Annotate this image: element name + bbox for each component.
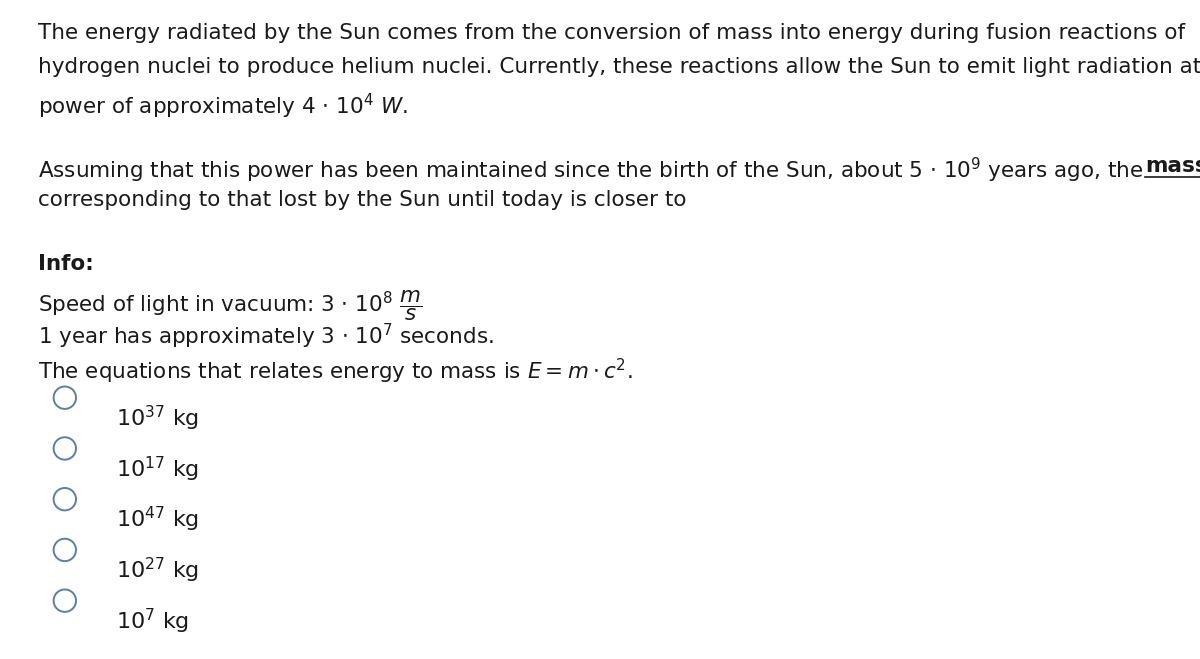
Text: Info:: Info: — [38, 254, 94, 273]
Text: mass: mass — [1145, 156, 1200, 175]
Text: corresponding to that lost by the Sun until today is closer to: corresponding to that lost by the Sun un… — [38, 190, 686, 210]
Text: The equations that relates energy to mass is $E = m \cdot c^{2}$.: The equations that relates energy to mas… — [38, 357, 634, 386]
Text: The energy radiated by the Sun comes from the conversion of mass into energy dur: The energy radiated by the Sun comes fro… — [38, 23, 1186, 43]
Text: hydrogen nuclei to produce helium nuclei. Currently, these reactions allow the S: hydrogen nuclei to produce helium nuclei… — [38, 57, 1200, 77]
Text: 1 year has approximately 3 $\cdot$ 10$^{7}$ seconds.: 1 year has approximately 3 $\cdot$ 10$^{… — [38, 322, 494, 351]
Text: Assuming that this power has been maintained since the birth of the Sun, about 5: Assuming that this power has been mainta… — [38, 156, 1145, 185]
Text: power of approximately 4 $\cdot$ 10$^{4}$ $\mathit{W}$.: power of approximately 4 $\cdot$ 10$^{4}… — [38, 92, 408, 121]
Text: 10$^{37}$ kg: 10$^{37}$ kg — [116, 404, 199, 433]
Text: 10$^{7}$ kg: 10$^{7}$ kg — [116, 607, 190, 636]
Text: 10$^{27}$ kg: 10$^{27}$ kg — [116, 556, 199, 585]
Text: 10$^{17}$ kg: 10$^{17}$ kg — [116, 455, 199, 484]
Text: Assuming that this power has been maintained since the birth of the Sun, about 5: Assuming that this power has been mainta… — [38, 156, 1145, 185]
Text: Speed of light in vacuum: 3 $\cdot$ 10$^{8}$ $\dfrac{m}{s}$: Speed of light in vacuum: 3 $\cdot$ 10$^… — [38, 288, 422, 323]
Text: 10$^{47}$ kg: 10$^{47}$ kg — [116, 505, 199, 534]
